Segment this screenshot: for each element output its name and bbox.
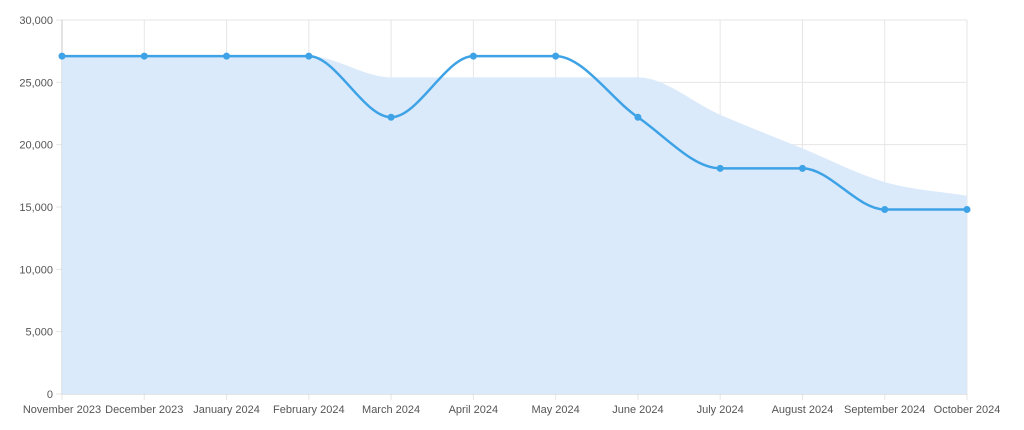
- data-point[interactable]: [881, 205, 889, 213]
- y-tick-label: 10,000: [19, 264, 53, 276]
- y-tick-label: 25,000: [19, 77, 53, 89]
- x-tick-label: October 2024: [934, 404, 1001, 416]
- y-tick-label: 5,000: [25, 327, 53, 339]
- line-points: [58, 52, 971, 213]
- y-tick-label: 15,000: [19, 202, 53, 214]
- data-point[interactable]: [387, 113, 395, 121]
- data-point[interactable]: [716, 164, 724, 172]
- x-tick-label: November 2023: [23, 404, 101, 416]
- y-tick-label: 30,000: [19, 15, 53, 27]
- x-tick-label: June 2024: [612, 404, 663, 416]
- y-axis-ticks: 0 5,000 10,000 15,000 20,000 25,000 30,000: [19, 15, 53, 401]
- x-tick-label: May 2024: [531, 404, 579, 416]
- data-point[interactable]: [552, 52, 560, 60]
- data-point[interactable]: [305, 52, 313, 60]
- data-point[interactable]: [140, 52, 148, 60]
- x-tick-label: April 2024: [449, 404, 499, 416]
- x-tick-label: January 2024: [193, 404, 260, 416]
- y-tick-label: 0: [47, 389, 53, 401]
- x-tick-label: March 2024: [362, 404, 420, 416]
- data-point[interactable]: [634, 113, 642, 121]
- x-tick-label: August 2024: [772, 404, 834, 416]
- data-point[interactable]: [223, 52, 231, 60]
- x-tick-label: September 2024: [844, 404, 925, 416]
- x-tick-label: February 2024: [273, 404, 345, 416]
- data-point[interactable]: [798, 164, 806, 172]
- data-point[interactable]: [469, 52, 477, 60]
- data-point[interactable]: [963, 205, 971, 213]
- data-point[interactable]: [58, 52, 66, 60]
- x-axis-ticks: November 2023 December 2023 January 2024 Fe…: [23, 404, 1000, 416]
- y-tick-label: 20,000: [19, 140, 53, 152]
- area-series: [62, 56, 967, 395]
- area-fill: [62, 56, 967, 395]
- x-tick-label: July 2024: [697, 404, 744, 416]
- x-tick-label: December 2023: [105, 404, 183, 416]
